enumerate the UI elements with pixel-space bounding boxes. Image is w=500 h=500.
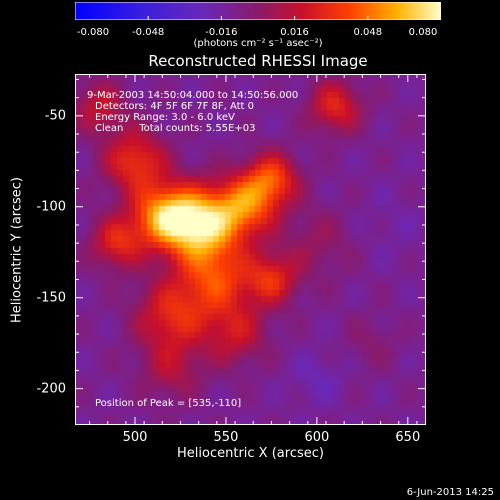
y-tick-label: -100: [36, 199, 66, 215]
colorbar-tick-label: 0.048: [353, 27, 383, 38]
detectors-annotation: Detectors: 4F 5F 6F 7F 8F, Att 0: [95, 101, 255, 112]
y-tick-label: -50: [44, 108, 66, 124]
colorbar-tick-label: 0.080: [408, 27, 438, 38]
y-tick-label: -200: [36, 381, 66, 397]
y-axis-label: Heliocentric Y (arcsec): [9, 177, 25, 323]
x-tick-label: 550: [213, 430, 239, 445]
clean-counts-annotation: Clean Total counts: 5.55E+03: [95, 123, 256, 134]
x-tick-label: 500: [122, 430, 148, 445]
plot-area: 9-Mar-2003 14:50:04.000 to 14:50:56.000 …: [75, 74, 426, 425]
colorbar-tick-label: 0.016: [280, 27, 309, 38]
heatmap-image: [75, 74, 426, 425]
footer-timestamp: 6-Jun-2013 14:25: [406, 487, 494, 498]
x-tick-label: 650: [395, 430, 421, 445]
energy-range-annotation: Energy Range: 3.0 - 6.0 keV: [95, 112, 235, 123]
colorbar: [75, 2, 441, 20]
x-tick-label: 600: [304, 430, 330, 445]
chart-title: Reconstructed RHESSI Image: [148, 52, 368, 70]
colorbar-tick-label: -0.080: [76, 27, 110, 38]
colorbar-tick-label: -0.048: [132, 27, 165, 38]
time-range-annotation: 9-Mar-2003 14:50:04.000 to 14:50:56.000: [87, 90, 299, 101]
colorbar-unit-label: (photons cm⁻² s⁻¹ asec⁻²): [193, 38, 323, 49]
colorbar-tick-label: -0.016: [205, 27, 238, 38]
plot-axes: [75, 74, 426, 425]
x-axis-label: Heliocentric X (arcsec): [177, 446, 324, 461]
y-tick-label: -150: [36, 290, 66, 306]
peak-position-annotation: Position of Peak = [535,-110]: [95, 398, 242, 409]
